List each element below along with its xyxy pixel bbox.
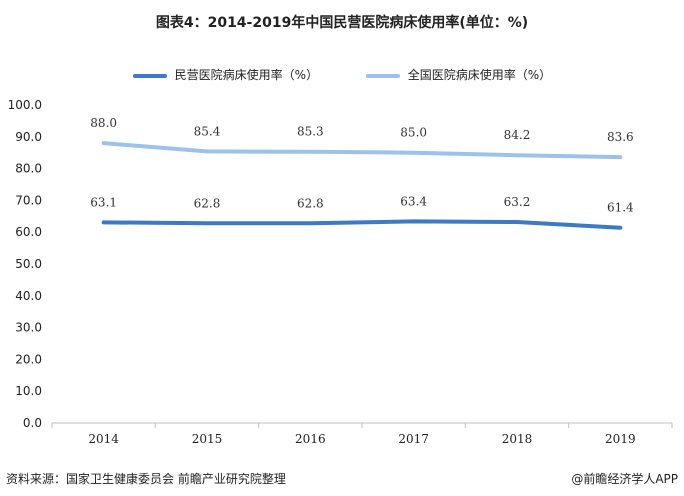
data-label: 63.2 — [504, 195, 531, 209]
x-tick-label: 2018 — [502, 432, 533, 446]
y-tick-label: 30.0 — [15, 321, 42, 335]
series-line-national — [101, 141, 623, 160]
data-label: 84.2 — [504, 128, 531, 142]
legend-item-private: 民营医院病床使用率（%） — [132, 66, 319, 83]
x-tick-label: 2019 — [605, 432, 636, 446]
data-label: 85.3 — [297, 125, 324, 139]
x-axis: 2014 2015 2016 2017 2018 2019 — [51, 422, 673, 446]
data-label: 63.4 — [400, 194, 427, 208]
source-note: 资料来源：国家卫生健康委员会 前瞻产业研究院整理 — [6, 472, 286, 486]
data-label: 85.4 — [194, 124, 221, 138]
data-label: 61.4 — [607, 201, 634, 215]
y-axis: 0.0 10.0 20.0 30.0 40.0 50.0 60.0 70.0 80.0 90.0 1… — [8, 98, 42, 430]
x-tick-label: 2014 — [88, 432, 119, 446]
x-tick-label: 2015 — [192, 432, 223, 446]
credit-note: @前瞻经济学人APP — [571, 472, 678, 486]
y-tick-label: 70.0 — [15, 193, 42, 207]
legend-swatch-national — [365, 73, 400, 78]
data-label: 62.8 — [194, 196, 221, 210]
x-tick-label: 2016 — [295, 432, 326, 446]
series-line-private — [101, 219, 623, 230]
data-label: 83.6 — [607, 130, 634, 144]
y-tick-label: 60.0 — [15, 225, 42, 239]
chart-title: 图表4：2014-2019年中国民营医院病床使用率(单位：%) — [155, 15, 529, 31]
y-tick-label: 10.0 — [15, 384, 42, 398]
data-labels: 63.1 62.8 62.8 63.4 63.2 61.4 88.0 85.4 85.3 85.0… — [90, 116, 634, 215]
x-tick-label: 2017 — [398, 432, 429, 446]
data-label: 88.0 — [90, 116, 117, 130]
y-tick-label: 0.0 — [23, 416, 42, 430]
y-tick-label: 100.0 — [8, 98, 42, 112]
y-tick-label: 40.0 — [15, 289, 42, 303]
legend-label-private: 民营医院病床使用率（%） — [174, 68, 319, 82]
y-tick-label: 80.0 — [15, 162, 42, 176]
legend-item-national: 全国医院病床使用率（%） — [365, 66, 552, 83]
data-label: 63.1 — [90, 195, 117, 209]
data-label: 62.8 — [297, 196, 324, 210]
legend-label-national: 全国医院病床使用率（%） — [407, 68, 552, 82]
series-layer — [101, 141, 623, 230]
y-tick-label: 50.0 — [15, 257, 42, 271]
y-tick-label: 90.0 — [15, 130, 42, 144]
y-tick-label: 20.0 — [15, 352, 42, 366]
data-label: 85.0 — [400, 126, 427, 140]
legend-swatch-private — [132, 73, 167, 78]
legend: 民营医院病床使用率（%） 全国医院病床使用率（%） — [0, 66, 684, 83]
